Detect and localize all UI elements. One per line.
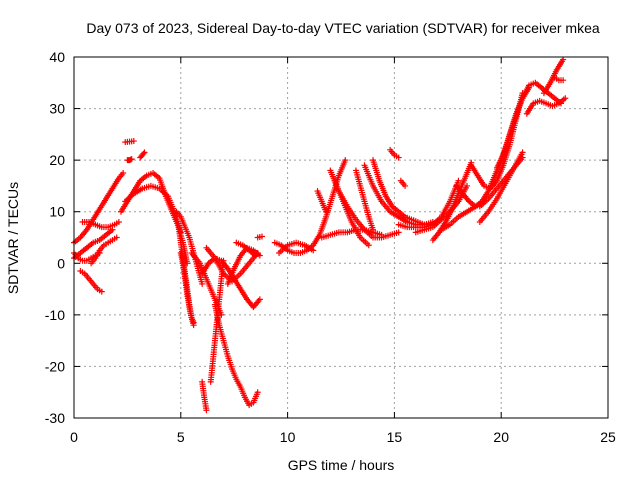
data-point: [130, 138, 137, 145]
y-tick-label: 40: [49, 49, 65, 65]
data-point: [252, 252, 259, 259]
data-point: [199, 280, 206, 287]
chart-title: Day 073 of 2023, Sidereal Day-to-day VTE…: [86, 20, 599, 36]
y-tick-label: 0: [57, 255, 65, 271]
data-point: [203, 407, 210, 414]
data-point: [113, 234, 120, 241]
x-tick-label: 25: [600, 429, 616, 445]
data-point: [141, 149, 148, 156]
y-tick-label: 10: [49, 204, 65, 220]
x-axis-label: GPS time / hours: [288, 457, 395, 473]
data-point: [519, 149, 526, 156]
data-point: [190, 322, 197, 329]
data-point: [395, 229, 402, 236]
x-tick-label: 0: [70, 429, 78, 445]
data-point: [254, 389, 261, 396]
data-point: [560, 77, 567, 84]
y-tick-label: -10: [45, 307, 65, 323]
data-point: [365, 242, 372, 249]
data-point: [258, 233, 265, 240]
x-tick-label: 10: [280, 429, 296, 445]
x-tick-label: 15: [387, 429, 403, 445]
data-point: [323, 208, 330, 215]
data-marks: [71, 56, 569, 414]
x-tick-label: 5: [177, 429, 185, 445]
data-point: [370, 226, 377, 233]
plot-frame: [73, 56, 609, 419]
data-point: [519, 154, 526, 161]
data-point: [256, 296, 263, 303]
data-point: [128, 156, 135, 163]
y-tick-label: -20: [45, 358, 65, 374]
y-tick-label: 30: [49, 101, 65, 117]
data-point: [395, 154, 402, 161]
data-point: [115, 219, 122, 226]
x-tick-label: 20: [493, 429, 509, 445]
data-point: [98, 288, 105, 295]
data-point: [464, 182, 471, 189]
y-axis-label: SDTVAR / TECUs: [5, 182, 21, 294]
tick-layer: [73, 56, 609, 419]
x-tick-labels: 0 5 10 15 20 25: [70, 429, 616, 445]
data-point: [109, 226, 116, 233]
data-point: [560, 56, 567, 63]
data-point: [455, 177, 462, 184]
data-point: [140, 150, 147, 157]
data-point: [562, 95, 569, 102]
y-tick-label: -30: [45, 410, 65, 426]
data-point: [402, 182, 409, 189]
y-tick-labels: -30 -20 -10 0 10 20 30 40: [45, 49, 65, 426]
y-tick-label: 20: [49, 152, 65, 168]
grid-layer: [74, 57, 608, 418]
data-point: [342, 157, 349, 164]
data-point: [310, 247, 317, 254]
data-point: [120, 170, 127, 177]
